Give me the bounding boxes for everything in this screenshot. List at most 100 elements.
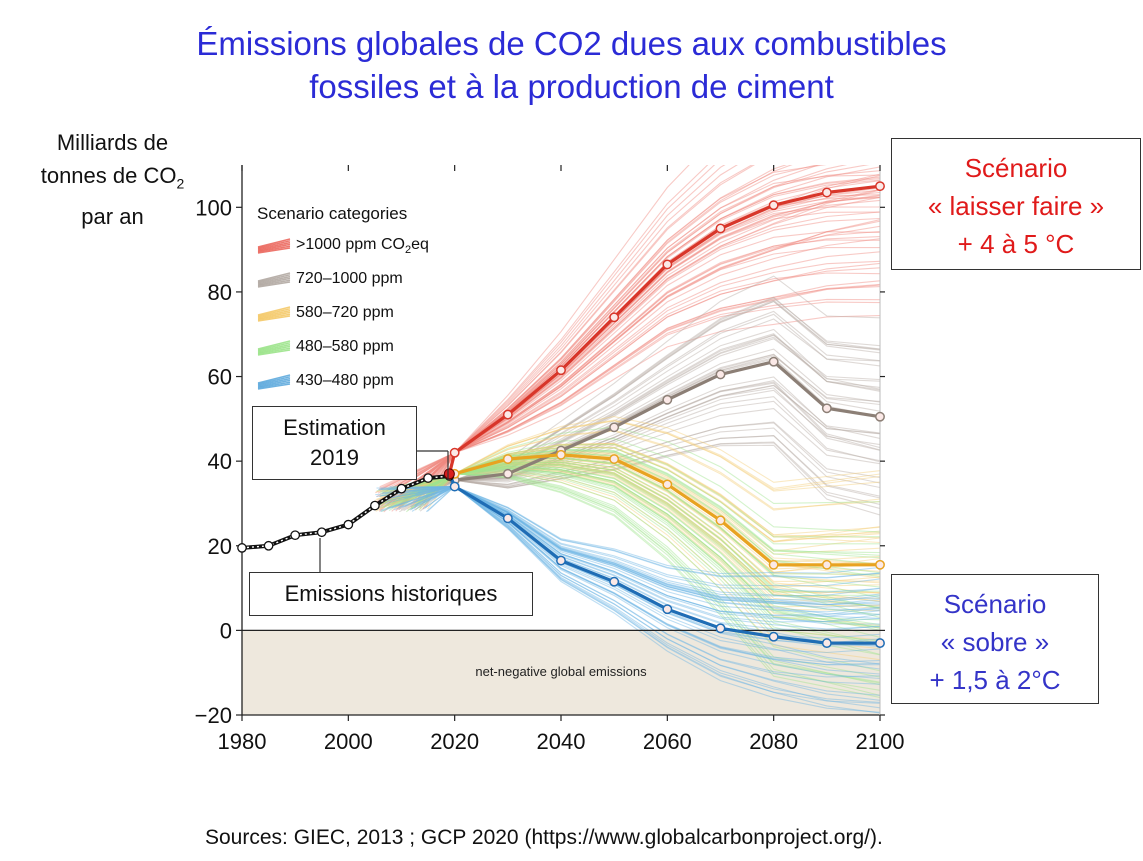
legend-swatch-line — [257, 240, 291, 249]
scenario-point — [821, 559, 832, 570]
legend-swatch-line — [257, 277, 291, 286]
legend-swatch-line — [257, 349, 291, 356]
scenario-point — [875, 638, 885, 649]
bundle-line — [387, 328, 880, 507]
y-tick-label: 20 — [208, 534, 232, 559]
legend-swatch-line — [257, 381, 291, 389]
bundle-line — [400, 336, 880, 511]
bundle-line — [391, 231, 880, 504]
legend-label: 580–720 ppm — [296, 304, 394, 321]
bundle-line — [388, 426, 880, 511]
bundle-line — [379, 382, 880, 505]
bundle-line — [379, 333, 880, 508]
bundle-line — [407, 435, 880, 511]
legend-swatch-line — [257, 342, 291, 351]
bundle-line — [423, 485, 880, 593]
bundle-line — [424, 298, 880, 488]
scenario-series-1 — [448, 356, 885, 486]
scenario-point — [768, 559, 779, 570]
bundle-line — [386, 416, 880, 508]
bundle-line — [395, 442, 880, 539]
bundle-line — [376, 485, 880, 606]
scenario-point — [556, 449, 566, 460]
bundle-line — [398, 334, 880, 511]
bundle-line — [378, 219, 880, 511]
bundle-line — [403, 313, 880, 512]
bundle-line — [411, 485, 880, 704]
bundle-line — [376, 467, 880, 645]
scenario-point — [449, 447, 460, 458]
bundle-line — [386, 485, 880, 680]
bundle-line — [414, 472, 880, 661]
bundle-line — [388, 165, 753, 504]
legend-swatch-line — [257, 275, 291, 285]
scenario-line — [448, 360, 881, 482]
bundle-line — [419, 165, 788, 509]
scenario-series-3 — [447, 473, 885, 649]
legend-swatch-line — [257, 281, 291, 288]
historical-series — [237, 468, 455, 553]
scenario-point — [609, 312, 620, 323]
scenario-point — [875, 181, 885, 192]
bundle-line — [397, 473, 880, 684]
bundle-line — [399, 284, 880, 488]
y-tick-label: 80 — [208, 280, 232, 305]
y-axis-title-line-1: Milliards de — [56, 130, 169, 155]
legend-label: >1000 ppm CO2eq — [296, 236, 429, 256]
legend-swatch-line — [257, 241, 291, 251]
bundle-line — [375, 463, 880, 608]
legend-label: 430–480 ppm — [296, 372, 394, 389]
bundle-line — [419, 385, 880, 512]
historical-point — [370, 500, 380, 511]
title-line-2: fossiles et à la production de ciment — [309, 68, 834, 105]
bundle-line — [408, 165, 756, 492]
bundle-line — [393, 427, 880, 489]
historical-point — [396, 483, 407, 494]
bundle-line — [376, 267, 880, 498]
bundle-line — [410, 461, 880, 609]
legend-swatch-line — [257, 379, 291, 388]
scenario-point — [875, 411, 885, 422]
bundle-line — [396, 420, 880, 500]
bundle-line — [425, 485, 880, 611]
scenario-point — [662, 604, 673, 615]
legend-title: Scenario categories — [257, 204, 407, 223]
bundle-line — [382, 485, 880, 601]
legend-swatch-line — [257, 238, 291, 248]
y-tick-label: 0 — [220, 618, 232, 643]
historical-point — [343, 519, 354, 530]
scenario-point — [821, 638, 832, 649]
estimation-line-2: 2019 — [310, 445, 359, 470]
legend-swatch-line — [257, 243, 291, 252]
bundle-line — [414, 466, 880, 612]
bundle-line — [426, 247, 880, 499]
y-axis-title-subscript: 2 — [176, 175, 185, 192]
bundle-line — [412, 315, 880, 495]
scenario-point — [715, 369, 726, 380]
bundle-line — [415, 473, 880, 696]
bundle-line — [410, 280, 880, 496]
bundle-line — [414, 165, 690, 497]
scenario-point — [715, 515, 726, 526]
sobre-line-2: « sobre » — [940, 627, 1050, 657]
bundle-line — [405, 485, 880, 613]
bundle-line — [392, 296, 880, 504]
bundle-line — [423, 485, 880, 606]
legend-swatch-line — [257, 345, 291, 354]
main-scenario-lines — [237, 181, 885, 649]
scenario-sobre-box: Scénario « sobre » + 1,5 à 2°C — [891, 574, 1099, 704]
bundle-line — [411, 467, 880, 629]
bundle-line — [423, 420, 880, 507]
bundle-line — [387, 464, 880, 610]
bundle-line — [381, 461, 880, 603]
bundle-line — [416, 300, 880, 495]
scenario-line — [447, 473, 880, 645]
scenario-point — [662, 479, 673, 490]
bundle-line — [378, 485, 880, 579]
legend-swatch-line — [257, 279, 291, 287]
bundle-line — [419, 468, 880, 646]
net-negative-label: net-negative global emissions — [475, 664, 647, 679]
chart-title: Émissions globales de CO2 dues aux combu… — [0, 22, 1143, 108]
scenario-point — [609, 576, 620, 587]
